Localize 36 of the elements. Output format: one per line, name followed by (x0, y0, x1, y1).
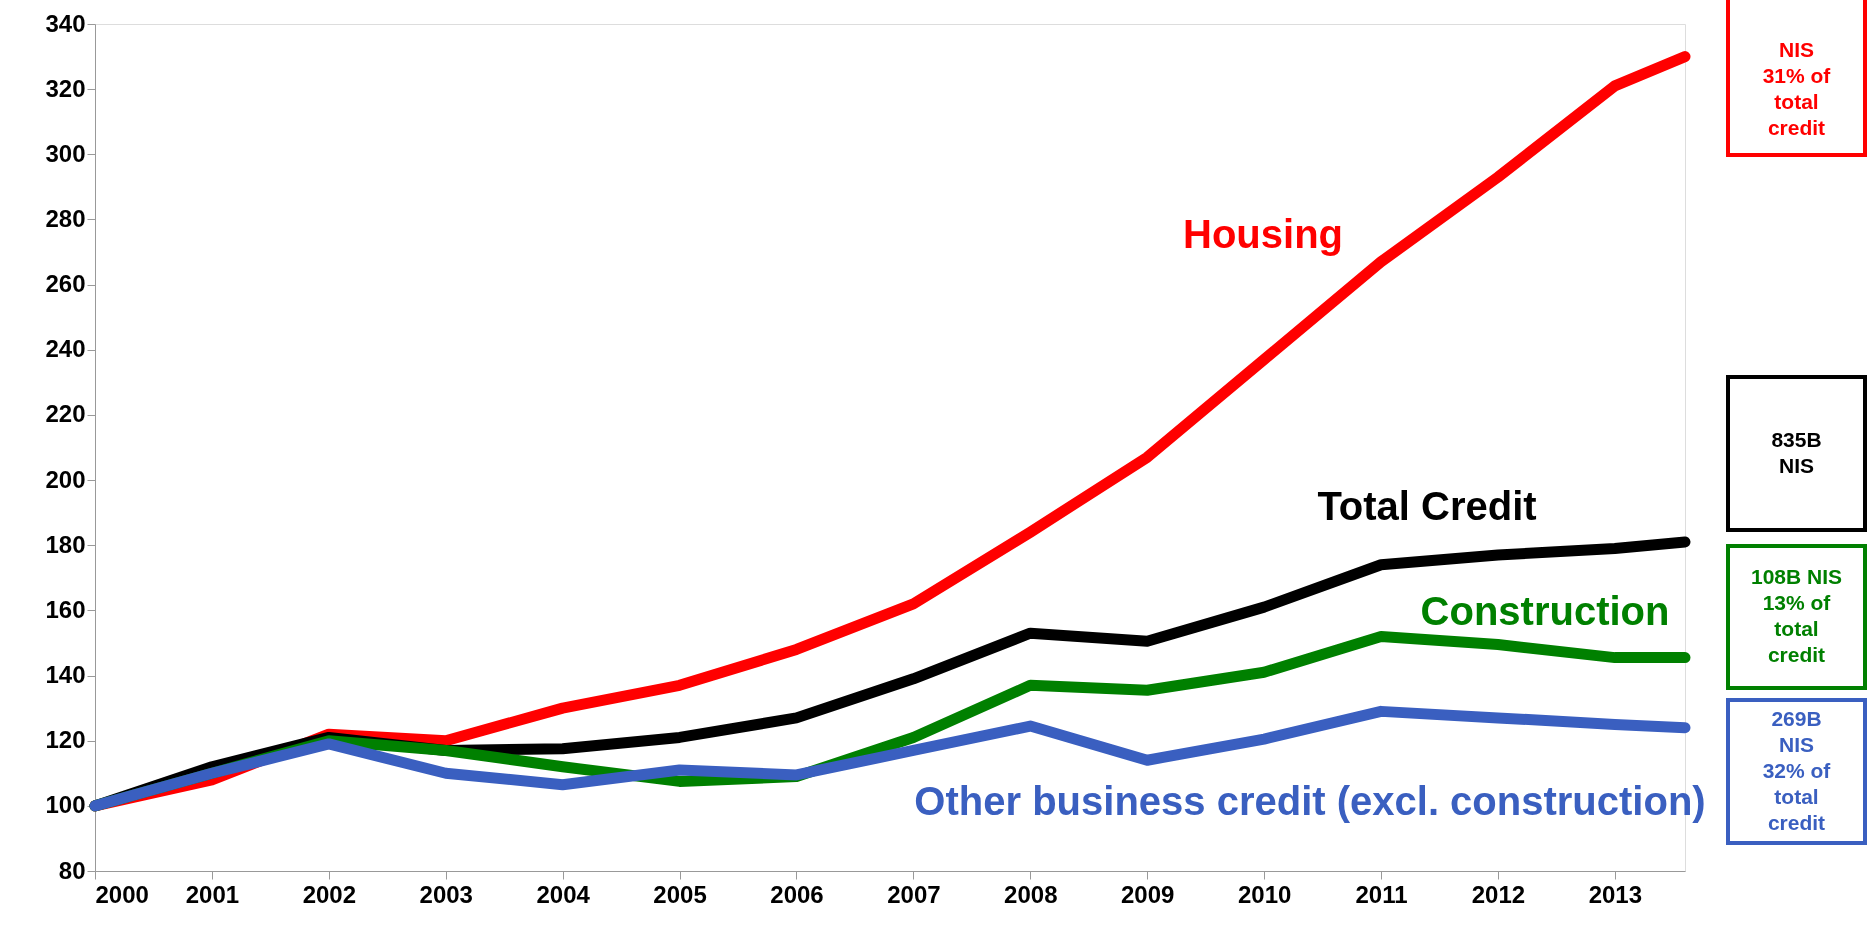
y-tick-label: 100 (45, 791, 86, 819)
y-tick-label: 160 (45, 595, 86, 623)
x-tick-label: 2005 (653, 880, 707, 908)
text: 269B NIS 32% of total credit (1762, 706, 1832, 834)
x-tick-label: 2011 (1355, 880, 1408, 908)
x-tick-label: 2009 (1121, 880, 1175, 908)
y-tick-label: 300 (45, 139, 86, 167)
text: 835B NIS (1771, 427, 1822, 477)
y-tick-label: 320 (45, 74, 86, 102)
series-label: Other business credit (excl. construction) (914, 779, 1706, 823)
y-tick-label: 180 (45, 530, 86, 558)
x-tick-label: 2000 (95, 880, 149, 908)
x-tick-label: 2013 (1588, 880, 1643, 908)
y-tick-label: 140 (45, 661, 86, 689)
x-tick-label: 2003 (419, 880, 473, 908)
x-tick-label: 2012 (1471, 880, 1526, 908)
y-tick-label: 80 (58, 856, 86, 884)
x-tick-label: 2001 (185, 880, 240, 908)
x-tick-label: 2004 (536, 880, 591, 908)
y-tick-label: 280 (45, 204, 86, 232)
x-tick-label: 2007 (887, 880, 941, 908)
series-label: Construction (1420, 589, 1670, 633)
y-tick-label: 340 (45, 9, 86, 37)
x-tick-label: 2002 (302, 880, 357, 908)
text: NIS 31% of total credit (1762, 37, 1832, 139)
text: 108B NIS 13% of total credit (1750, 565, 1843, 666)
series-label: Housing (1183, 212, 1343, 256)
x-tick-label: 2008 (1004, 880, 1058, 908)
y-tick-label: 240 (45, 335, 86, 363)
series-label: Total Credit (1317, 484, 1537, 528)
y-tick-label: 220 (45, 400, 86, 428)
x-tick-label: 2006 (770, 880, 824, 908)
y-tick-label: 120 (45, 726, 86, 754)
y-tick-label: 200 (45, 465, 86, 493)
x-tick-label: 2010 (1237, 880, 1292, 908)
y-tick-label: 260 (45, 270, 86, 298)
